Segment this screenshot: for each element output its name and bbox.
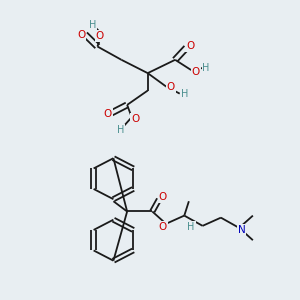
Text: O: O — [103, 109, 112, 119]
Text: H: H — [117, 124, 124, 134]
Text: H: H — [181, 88, 188, 99]
Text: O: O — [158, 192, 167, 202]
Text: N: N — [238, 225, 245, 235]
Text: H: H — [202, 63, 210, 73]
Text: O: O — [186, 41, 194, 52]
Text: O: O — [158, 222, 167, 232]
Text: H: H — [188, 222, 195, 232]
Text: O: O — [131, 114, 139, 124]
Text: O: O — [192, 67, 200, 77]
Text: O: O — [167, 82, 175, 92]
Text: O: O — [96, 31, 104, 41]
Text: H: H — [89, 20, 97, 30]
Text: O: O — [77, 30, 86, 40]
